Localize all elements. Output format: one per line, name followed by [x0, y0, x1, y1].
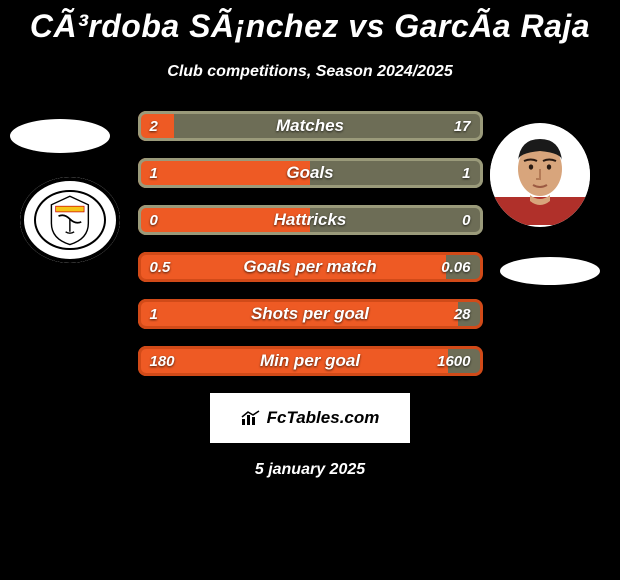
stat-label: Hattricks [138, 210, 483, 230]
player-right-club-placeholder [500, 257, 600, 285]
watermark: FcTables.com [210, 393, 410, 443]
stat-value-right: 1 [462, 165, 470, 182]
stat-bar: 2Matches17 [138, 111, 483, 141]
stat-label: Goals [138, 163, 483, 183]
stat-bar: 1Goals1 [138, 158, 483, 188]
player-left-placeholder [10, 119, 110, 153]
stat-label: Matches [138, 116, 483, 136]
valencia-crest-icon [36, 192, 104, 249]
stat-bar: 1Shots per goal28 [138, 299, 483, 329]
page-title: CÃ³rdoba SÃ¡nchez vs GarcÃ­a Raja [0, 0, 620, 45]
stat-bars: 2Matches17 1Goals1 0Hattricks0 0.5Goals per… [138, 111, 483, 376]
stat-bar: 0.5Goals per match0.06 [138, 252, 483, 282]
stat-value-right: 0 [462, 212, 470, 229]
stat-label: Shots per goal [138, 304, 483, 324]
stat-value-right: 17 [454, 118, 471, 135]
stat-value-right: 1600 [437, 353, 470, 370]
stat-value-right: 0.06 [441, 259, 470, 276]
comparison-panel: 2Matches17 1Goals1 0Hattricks0 0.5Goals per… [0, 111, 620, 479]
player-left-club-badge [20, 177, 120, 263]
chart-icon [241, 410, 261, 426]
player-photo-icon [490, 123, 590, 227]
player-right-avatar [490, 123, 590, 227]
date: 5 january 2025 [0, 461, 620, 479]
stat-value-right: 28 [454, 306, 471, 323]
watermark-text: FcTables.com [267, 408, 380, 428]
stat-bar: 180Min per goal1600 [138, 346, 483, 376]
stat-bar: 0Hattricks0 [138, 205, 483, 235]
stat-label: Min per goal [138, 351, 483, 371]
stat-label: Goals per match [138, 257, 483, 277]
subtitle: Club competitions, Season 2024/2025 [0, 63, 620, 81]
